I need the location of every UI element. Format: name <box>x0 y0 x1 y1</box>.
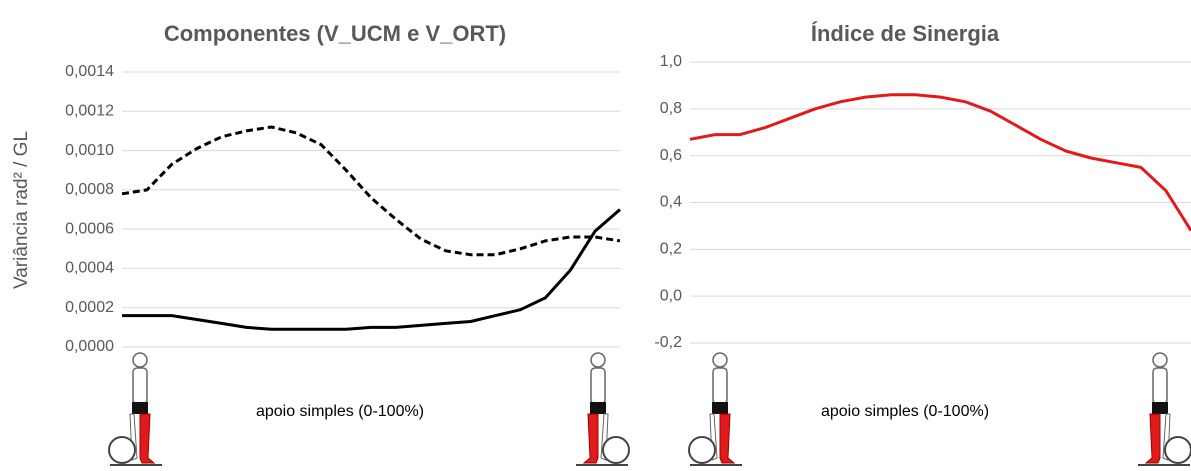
y-tick-label: 0,6 <box>660 147 682 164</box>
y-tick-label: 0,2 <box>660 241 682 258</box>
data-line <box>122 208 621 331</box>
y-tick-label: 0,8 <box>660 100 682 117</box>
y-tick-label: -0,2 <box>654 334 682 351</box>
y-tick-label: 0,0002 <box>65 299 114 316</box>
chart-title: Componentes (V_UCM e V_ORT) <box>164 21 506 46</box>
annotation: apoio simples (0-100%) <box>256 403 424 420</box>
y-tick-label: 0,0006 <box>65 220 114 237</box>
y-tick-label: 0,4 <box>660 194 682 211</box>
y-axis-label: Variância rad² / GL <box>11 131 32 289</box>
y-tick-label: 0,0014 <box>65 63 114 80</box>
data-line <box>689 93 1191 232</box>
chart-title: Índice de Sinergia <box>811 21 1000 46</box>
y-tick-label: 1,0 <box>660 53 682 70</box>
annotation: apoio simples (0-100%) <box>821 403 989 420</box>
y-tick-label: 0,0000 <box>65 338 114 355</box>
y-tick-label: 0,0010 <box>65 142 114 159</box>
y-tick-label: 0,0004 <box>65 260 114 277</box>
y-tick-label: 0,0 <box>660 287 682 304</box>
y-tick-label: 0,0012 <box>65 103 114 120</box>
y-tick-label: 0,0008 <box>65 181 114 198</box>
data-line <box>121 125 621 257</box>
